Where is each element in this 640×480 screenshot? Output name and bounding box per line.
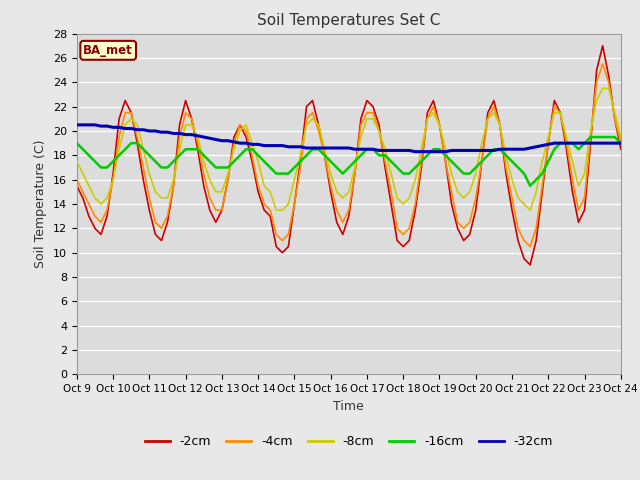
-8cm bbox=[394, 195, 401, 201]
-16cm bbox=[212, 165, 220, 170]
X-axis label: Time: Time bbox=[333, 400, 364, 413]
-32cm bbox=[412, 149, 419, 155]
-4cm bbox=[140, 165, 147, 170]
-2cm bbox=[599, 43, 607, 48]
-8cm bbox=[212, 189, 220, 195]
-16cm bbox=[140, 146, 147, 152]
-16cm bbox=[538, 171, 546, 177]
-2cm bbox=[212, 219, 220, 225]
-2cm bbox=[617, 146, 625, 152]
-32cm bbox=[212, 137, 220, 143]
Title: Soil Temperatures Set C: Soil Temperatures Set C bbox=[257, 13, 440, 28]
Line: -2cm: -2cm bbox=[77, 46, 621, 265]
-8cm bbox=[200, 158, 207, 164]
-16cm bbox=[387, 158, 395, 164]
-2cm bbox=[200, 183, 207, 189]
-8cm bbox=[73, 158, 81, 164]
-16cm bbox=[526, 183, 534, 189]
-32cm bbox=[605, 140, 612, 146]
-4cm bbox=[200, 171, 207, 177]
-16cm bbox=[587, 134, 595, 140]
Legend: -2cm, -4cm, -8cm, -16cm, -32cm: -2cm, -4cm, -8cm, -16cm, -32cm bbox=[140, 431, 558, 453]
-4cm bbox=[526, 244, 534, 250]
-4cm bbox=[599, 61, 607, 67]
-32cm bbox=[140, 127, 147, 132]
-2cm bbox=[611, 116, 619, 121]
-2cm bbox=[538, 189, 546, 195]
-2cm bbox=[387, 201, 395, 207]
-32cm bbox=[611, 140, 619, 146]
-32cm bbox=[538, 143, 546, 148]
-8cm bbox=[617, 134, 625, 140]
-32cm bbox=[73, 122, 81, 128]
-2cm bbox=[140, 177, 147, 182]
-2cm bbox=[73, 183, 81, 189]
-32cm bbox=[617, 140, 625, 146]
-8cm bbox=[538, 158, 546, 164]
-4cm bbox=[538, 183, 546, 189]
-2cm bbox=[526, 262, 534, 268]
-4cm bbox=[387, 189, 395, 195]
Line: -16cm: -16cm bbox=[77, 137, 621, 186]
Text: BA_met: BA_met bbox=[83, 44, 133, 57]
-8cm bbox=[273, 207, 280, 213]
-16cm bbox=[200, 153, 207, 158]
-4cm bbox=[73, 177, 81, 182]
-16cm bbox=[617, 140, 625, 146]
-16cm bbox=[611, 134, 619, 140]
-8cm bbox=[140, 146, 147, 152]
Line: -32cm: -32cm bbox=[77, 125, 621, 152]
Y-axis label: Soil Temperature (C): Soil Temperature (C) bbox=[35, 140, 47, 268]
-4cm bbox=[611, 116, 619, 121]
Line: -4cm: -4cm bbox=[77, 64, 621, 247]
-4cm bbox=[212, 207, 220, 213]
-4cm bbox=[617, 140, 625, 146]
-16cm bbox=[73, 140, 81, 146]
Line: -8cm: -8cm bbox=[77, 88, 621, 210]
-8cm bbox=[611, 110, 619, 116]
-32cm bbox=[200, 134, 207, 140]
-8cm bbox=[599, 85, 607, 91]
